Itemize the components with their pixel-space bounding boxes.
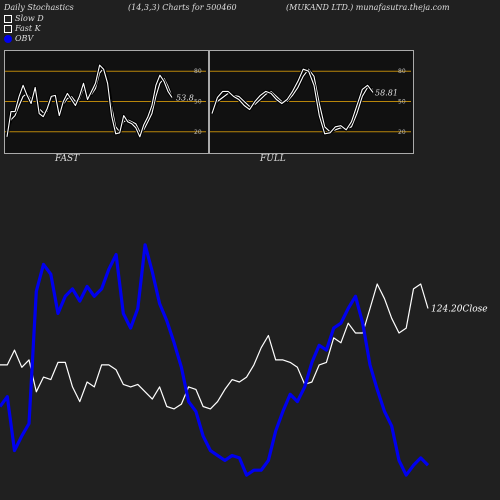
full-ytick-label: 80 xyxy=(398,68,406,75)
fast-panel-label: FAST xyxy=(55,154,80,164)
legend-label-obv: OBV xyxy=(15,34,34,43)
full-end-label: 58.81 xyxy=(375,88,398,97)
obv-line xyxy=(0,243,430,477)
full-series-line-1 xyxy=(211,68,374,135)
legend-item-fast-k: Fast K xyxy=(4,24,41,33)
chart-source: (MUKAND LTD.) munafasutra.theja.com xyxy=(286,3,450,12)
legend-swatch-obv xyxy=(4,35,12,43)
chart-subtitle: (14,3,3) Charts for 500460 xyxy=(128,3,237,12)
legend-swatch-fast-k xyxy=(4,25,12,33)
legend-item-slow-d: Slow D xyxy=(4,14,44,23)
full-ytick-label: 20 xyxy=(398,129,406,136)
fast-ytick-label: 80 xyxy=(194,68,202,75)
chart-title: Daily Stochastics xyxy=(4,3,74,12)
legend-swatch-slow-d xyxy=(4,15,12,23)
legend-item-obv: OBV xyxy=(4,34,33,43)
full-series-line-0 xyxy=(211,68,374,133)
full-ytick-label: 50 xyxy=(398,99,406,106)
fast-end-label: 53.8 xyxy=(176,93,194,102)
fast-ytick-label: 50 xyxy=(194,99,202,106)
close-end-label: 124.20Close xyxy=(431,305,488,315)
fast-series-line-1 xyxy=(6,64,173,138)
full-panel-label: FULL xyxy=(260,154,286,164)
legend-label-slow-d: Slow D xyxy=(15,14,44,23)
fast-ytick-label: 20 xyxy=(194,129,202,136)
close-price-line xyxy=(0,283,429,410)
full-series-casing-0 xyxy=(210,67,374,134)
legend-label-fast-k: Fast K xyxy=(15,24,41,33)
